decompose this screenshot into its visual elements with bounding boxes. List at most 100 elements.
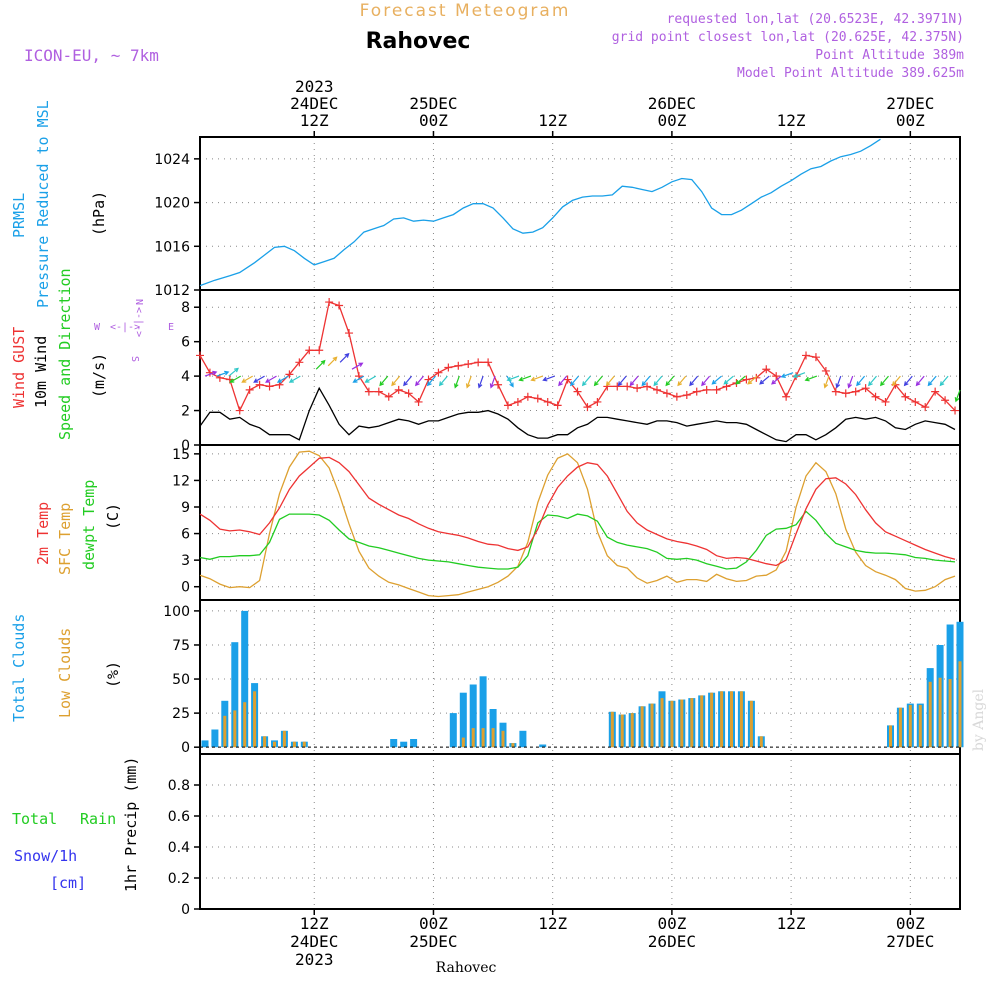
total-label: Total [12, 810, 57, 828]
x-tick-label-bottom: 25DEC [409, 932, 457, 951]
wind-arrow [339, 352, 350, 363]
gust-marker [951, 406, 960, 415]
y-tick-label: 12 [172, 473, 190, 489]
gust-marker [613, 382, 622, 391]
wind-arrow [835, 375, 842, 389]
x-tick-label-bottom: 2023 [295, 950, 334, 969]
wind-arrow [856, 375, 866, 387]
wind-labels: Wind GUST 10m Wind Speed and Direction (… [10, 268, 174, 440]
y-tick-label: 0.8 [168, 778, 190, 794]
panel-frame [199, 289, 961, 446]
wind-arrow [780, 372, 794, 378]
bar-low-clouds [461, 737, 465, 748]
bar-low-clouds [948, 679, 952, 748]
gust-marker [782, 392, 791, 401]
y-tick-label: 0.4 [168, 840, 190, 856]
gust-marker [662, 389, 671, 398]
gust-marker [384, 392, 393, 401]
compass-n: N [133, 299, 144, 305]
point-altitude: Point Altitude 389m [815, 48, 964, 63]
bar-total-clouds [390, 739, 398, 748]
wind-arrow [867, 375, 877, 387]
bar-low-clouds [610, 711, 614, 748]
gust-marker [593, 397, 602, 406]
gust-marker [811, 353, 820, 362]
gust-marker [394, 385, 403, 394]
x-tick-label-top: 00Z [419, 111, 448, 130]
gust-marker [265, 382, 274, 391]
wind-arrow [605, 375, 615, 387]
x-tick-label-top: 26DEC [648, 94, 696, 113]
series-10m-wind [199, 386, 956, 443]
y-tick-label: 0 [181, 438, 190, 454]
gust-marker [454, 361, 463, 370]
wind-arrow [454, 375, 460, 389]
panel-frame [199, 753, 961, 910]
wind-arrow [629, 375, 639, 387]
gust-marker [821, 366, 830, 375]
wind-speed-dir-label: Speed and Direction [56, 268, 74, 440]
gust-marker [802, 351, 811, 360]
precip-labels: Total Rain Snow/1h [cm] 1hr Precip (mm) [12, 757, 140, 892]
wind-arrow [379, 375, 389, 387]
x-tick-label-bottom: 00Z [419, 914, 448, 933]
wind-arrow [759, 375, 770, 385]
y-tick-label: 25 [172, 706, 190, 722]
gust-marker [772, 372, 781, 381]
pressure-unit: (hPa) [90, 191, 108, 236]
x-tick-label-top: 00Z [896, 111, 925, 130]
gust-marker [444, 363, 453, 372]
gust-marker [325, 298, 334, 307]
bar-low-clouds [918, 704, 922, 748]
y-tick-label: 6 [181, 527, 190, 543]
wind-arrow [954, 389, 961, 403]
gust-marker [205, 368, 214, 377]
wind-label: 10m Wind [32, 336, 50, 408]
gust-marker [563, 375, 572, 384]
wind-arrow [414, 375, 424, 387]
bar-low-clouds [710, 692, 714, 748]
x-tick-label-bottom: 00Z [657, 914, 686, 933]
gust-marker [374, 387, 383, 396]
gust-marker [345, 329, 354, 338]
compass-ew-arrow: <-|-> [110, 322, 140, 333]
bar-low-clouds [501, 730, 505, 748]
series-2m-temp [199, 456, 956, 567]
bar-low-clouds [759, 736, 763, 748]
compass-ns-arrow: <-|-> [133, 307, 144, 337]
y-tick-label: 0 [181, 580, 190, 596]
panel-frame [199, 136, 961, 291]
wind-arrow [641, 375, 651, 387]
bar-low-clouds [908, 704, 912, 748]
dew-label: dewpt Temp [80, 480, 98, 570]
gust-marker [742, 375, 751, 384]
gust-marker [841, 389, 850, 398]
bar-low-clouds [292, 741, 296, 748]
plot-area: 1012101610201024024680369121502550751000… [154, 77, 964, 969]
y-tick-label: 0 [181, 902, 190, 918]
wind-arrow [677, 375, 687, 387]
gust-marker [692, 387, 701, 396]
pressure-labels: PRMSL Pressure Reduced to MSL (hPa) [10, 100, 108, 308]
bar-low-clouds [302, 741, 306, 748]
series-prmsl [199, 138, 881, 287]
x-tick-label-bottom: 26DEC [648, 932, 696, 951]
wind-arrow [506, 375, 514, 388]
bar-total-clouds [211, 729, 219, 748]
wind-arrow [438, 375, 448, 387]
y-tick-label: 6 [181, 335, 190, 351]
wind-arrow [653, 375, 663, 387]
wind-arrow [939, 375, 949, 387]
gust-marker [335, 301, 344, 310]
gust-marker [305, 346, 314, 355]
wind-arrow [701, 375, 711, 387]
wind-arrow [880, 375, 889, 387]
x-tick-label-bottom: 12Z [538, 914, 567, 933]
bar-low-clouds [471, 728, 475, 748]
wind-arrow [823, 375, 830, 389]
wind-arrow [723, 375, 734, 385]
gust-marker [851, 387, 860, 396]
y-tick-label: 4 [181, 369, 190, 385]
bar-low-clouds [720, 691, 724, 748]
gust-marker [941, 396, 950, 405]
